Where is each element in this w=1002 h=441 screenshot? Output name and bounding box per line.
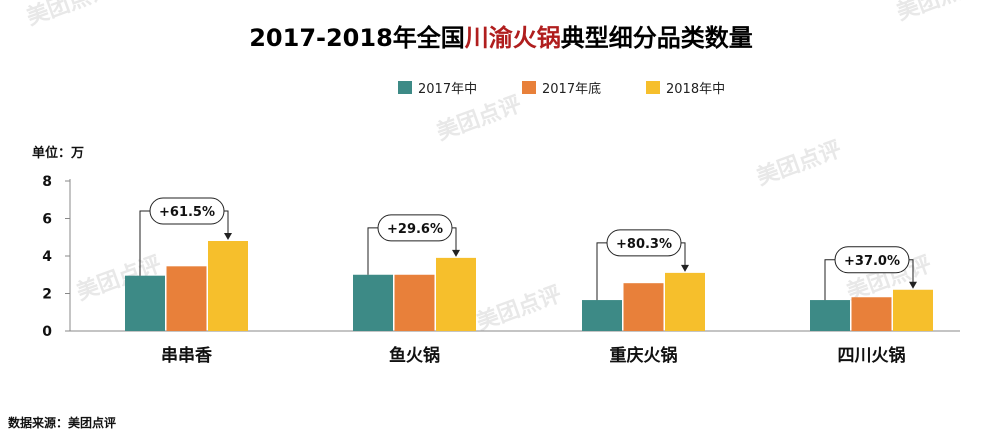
watermark-text: 美团点评 [23, 0, 115, 31]
bar [166, 266, 207, 331]
bar [810, 300, 850, 331]
legend: 2017年中 2017年底 2018年中 [398, 81, 725, 97]
chart-title-part: 川渝火锅 [465, 24, 561, 52]
growth-arrowhead [452, 249, 460, 257]
bar [851, 297, 892, 331]
chart-title: 2017-2018年全国川渝火锅典型细分品类数量 [249, 24, 753, 52]
legend-label: 2017年中 [418, 82, 477, 97]
growth-pill [377, 214, 453, 242]
data-source-note: 数据来源：美团点评 [8, 415, 116, 430]
growth-pill [149, 197, 225, 225]
growth-arrowhead [909, 281, 917, 289]
legend-label: 2018年中 [666, 82, 725, 97]
legend-label: 2017年底 [542, 81, 601, 97]
growth-arrowhead [681, 264, 689, 272]
bar [436, 257, 476, 331]
watermark-text: 美团点评 [473, 281, 565, 336]
chart-title-part: 典型细分品类数量 [561, 24, 753, 52]
y-tick-label: 4 [42, 249, 52, 265]
category-label: 四川火锅 [838, 345, 906, 366]
bar [125, 275, 165, 331]
growth-pill [834, 246, 910, 274]
bars [125, 241, 933, 331]
growth-label: +29.6% [387, 222, 443, 237]
legend-swatch [646, 81, 660, 94]
watermark-text: 美团点评 [893, 0, 985, 26]
category-label: 鱼火锅 [389, 345, 440, 366]
bar [394, 274, 435, 331]
y-tick-label: 0 [42, 324, 52, 340]
bar [353, 274, 393, 331]
growth-label: +61.5% [159, 205, 215, 220]
bar [208, 241, 248, 331]
watermark-text: 美团点评 [753, 136, 845, 191]
bar [623, 283, 664, 331]
growth-arrowhead [224, 233, 232, 240]
category-label: 串串香 [161, 345, 212, 366]
legend-swatch [522, 81, 536, 94]
category-labels: 串串香 鱼火锅 重庆火锅 四川火锅 [161, 345, 906, 366]
y-tick-label: 6 [42, 212, 52, 228]
category-label: 重庆火锅 [610, 345, 678, 366]
watermark-text: 美团点评 [433, 91, 525, 146]
growth-annotations: +61.5% +29.6% +80.3% +37.0% [139, 197, 917, 301]
legend-swatch [398, 81, 412, 94]
y-tick-label: 8 [42, 174, 52, 190]
growth-label: +37.0% [844, 254, 900, 269]
y-axis-unit-label: 单位：万 [32, 145, 84, 161]
y-tick-label: 2 [42, 287, 52, 303]
chart-title-part: 2017-2018年全国 [249, 24, 465, 52]
bar [665, 272, 705, 331]
bar [893, 289, 933, 331]
growth-pill [606, 229, 682, 257]
bar [582, 300, 622, 331]
growth-label: +80.3% [616, 237, 672, 252]
